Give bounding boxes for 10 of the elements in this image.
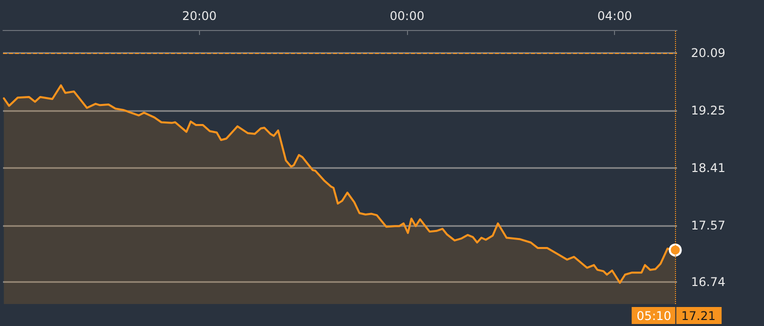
y-tick-label: 18.41	[691, 161, 726, 176]
x-tick-label: 04:00	[597, 9, 632, 23]
y-tick-label: 19.25	[691, 104, 726, 118]
y-tick-label: 20.09	[691, 46, 726, 60]
y-tick-label: 17.57	[691, 218, 726, 232]
x-tick-label: 20:00	[182, 9, 217, 23]
legend-label: 05:10	[636, 309, 672, 323]
x-tick-label: 00:00	[390, 9, 424, 23]
text: 17.21	[681, 309, 716, 323]
y-tick-label: 16.74	[691, 275, 726, 290]
